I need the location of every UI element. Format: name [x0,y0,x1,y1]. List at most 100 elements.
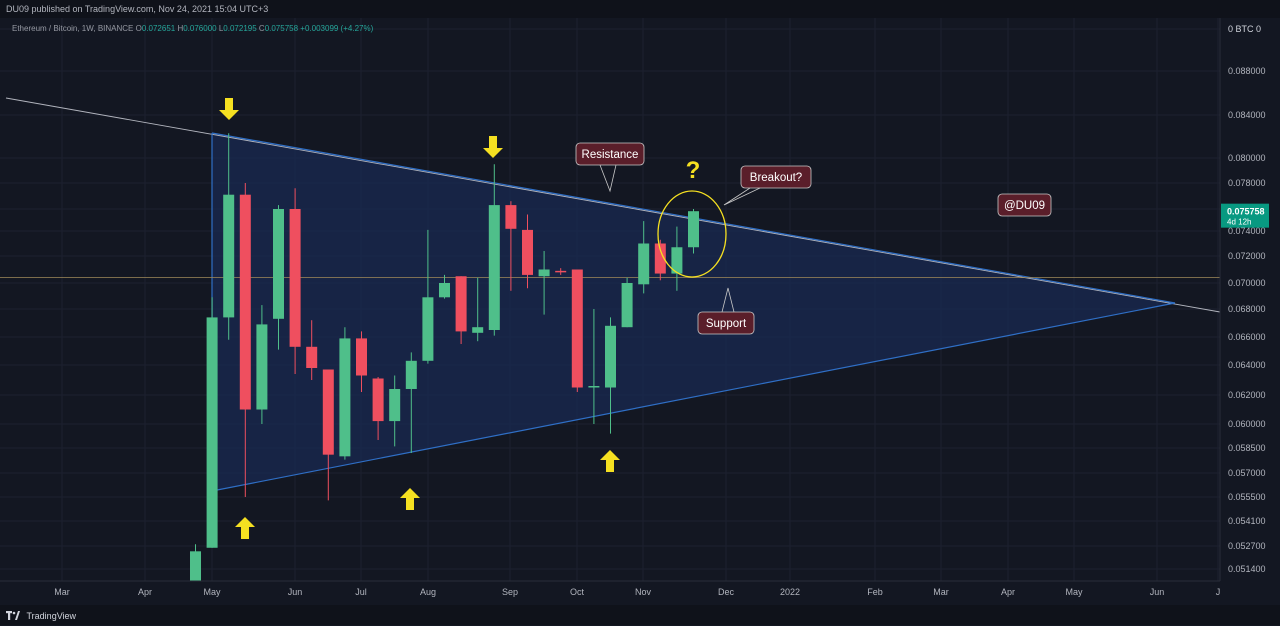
candle-body [472,327,484,333]
candle-body [389,389,401,422]
candle-body [306,346,318,368]
time-tick-label: Dec [718,587,735,597]
support-label: Support [697,287,755,335]
price-tick-label: 0.070000 [1228,278,1266,288]
candle-body [256,324,268,410]
breakout-label-box [740,165,812,189]
candle-body [289,209,301,347]
arrow-down-icon [219,98,239,120]
resistance-trendline [5,97,1221,313]
time-tick-label: May [203,587,221,597]
arrow-up-icon [600,450,620,472]
last-price-label: 0.075758 [1227,207,1265,217]
candle-body [505,205,517,229]
candle-body [422,297,434,361]
price-tick-label: 0.062000 [1228,390,1266,400]
last-price-box [1221,203,1269,228]
price-axis[interactable]: 0.0880000.0840000.0800000.0780000.076000… [1219,18,1280,605]
support-label-text: Support [706,318,747,330]
candle-body [356,338,367,376]
annotations: Resistance Breakout? Support @DU09? [575,142,1052,335]
footer-brand: TradingView [26,610,77,621]
resistance-label-pointer [599,164,617,193]
breakout-circle [657,190,727,278]
close-label: C [258,24,265,33]
candle-body [605,325,616,388]
price-tick-label: 0.060000 [1228,419,1266,429]
time-tick-label: Apr [1001,587,1015,597]
low-value: 0.072195 [223,24,257,33]
price-tick-label: 0.055500 [1228,492,1266,502]
price-axis-bg [1220,18,1280,605]
candle-body [322,369,334,455]
countdown-label: 4d 12h [1227,218,1251,227]
price-tick-label: 0.074000 [1228,226,1266,236]
price-tick-label: 0.052700 [1228,541,1266,551]
low-label: L [218,24,224,33]
currency-label: 0 BTC 0 [1228,24,1261,34]
price-tick-label: 0.084000 [1228,110,1266,120]
triangle-pattern [212,133,1175,491]
candle-body [339,338,351,457]
footer-bar: TradingView [0,605,1280,625]
watermark-label: @DU09 [997,193,1052,217]
resistance-label-text: Resistance [582,149,639,161]
time-tick-label: May [1065,587,1083,597]
candle-body [555,270,567,273]
price-tick-label: 0.057000 [1228,468,1266,478]
candle-body [522,229,533,275]
candle-body [455,276,467,332]
watermark-label-text: @DU09 [1004,200,1045,212]
time-tick-label: Mar [54,587,70,597]
time-tick-label: Feb [867,587,883,597]
candle-body [405,360,417,389]
candles [190,133,699,591]
candle-body [439,283,450,298]
open-label: O [135,24,142,33]
candle-body [538,269,550,277]
chart-area[interactable]: Resistance Breakout? Support @DU09? 0.08800… [0,18,1280,605]
tradingview-logo-icon[interactable] [6,611,20,621]
price-tick-label: 0.078000 [1228,178,1266,188]
open-value: 0.072651 [141,24,176,33]
arrow-up-icon [235,517,255,539]
publish-bar: DU09 published on TradingView.com, Nov 2… [0,0,1280,18]
resistance-label: Resistance [575,142,645,193]
support-label-box [697,311,755,335]
price-tick-label: 0.066000 [1228,332,1266,342]
symbol-legend: Ethereum / Bitcoin, 1W, BINANCE O0.07265… [12,24,373,33]
triangle-lower-line [211,302,1176,492]
candle-body [206,317,218,548]
candle-body [372,378,384,422]
time-axis[interactable]: Mar Apr May Jun Jul Aug Sep Oct Nov Dec 2022 Feb Mar… [0,580,1221,605]
change-value: +0.003099 (+4.27%) [300,24,374,33]
arrows [219,98,620,539]
publish-info: DU09 published on TradingView.com, Nov 2… [6,4,269,14]
high-label: H [177,24,184,33]
candle-body [273,209,284,319]
price-tick-label: 0.088000 [1228,66,1266,76]
price-tick-label: 0.068000 [1228,304,1266,314]
price-tick-label: 0.054100 [1228,516,1266,526]
candle-body [638,243,650,285]
time-tick-label: Jun [288,587,303,597]
candle-body [223,194,235,318]
breakout-label-pointer [723,187,761,206]
support-label-pointer [721,287,735,313]
time-tick-label: Jul [355,587,367,597]
time-tick-label: Mar [933,587,949,597]
resistance-label-box [575,142,645,166]
time-tick-label: Apr [138,587,152,597]
time-tick-label: J [1216,587,1221,597]
candle-body [621,283,633,328]
time-axis-bg [0,581,1220,605]
price-chart[interactable]: Resistance Breakout? Support @DU09? 0.08800… [0,18,1280,605]
candle-body [671,247,683,274]
breakout-label-text: Breakout? [750,172,802,184]
candle-body [239,194,251,410]
price-tick-label: 0.058500 [1228,443,1266,453]
candle-body [571,269,583,388]
price-tick-label: 0.051400 [1228,564,1266,574]
time-tick-label: Aug [420,587,436,597]
time-tick-label: 2022 [780,587,800,597]
